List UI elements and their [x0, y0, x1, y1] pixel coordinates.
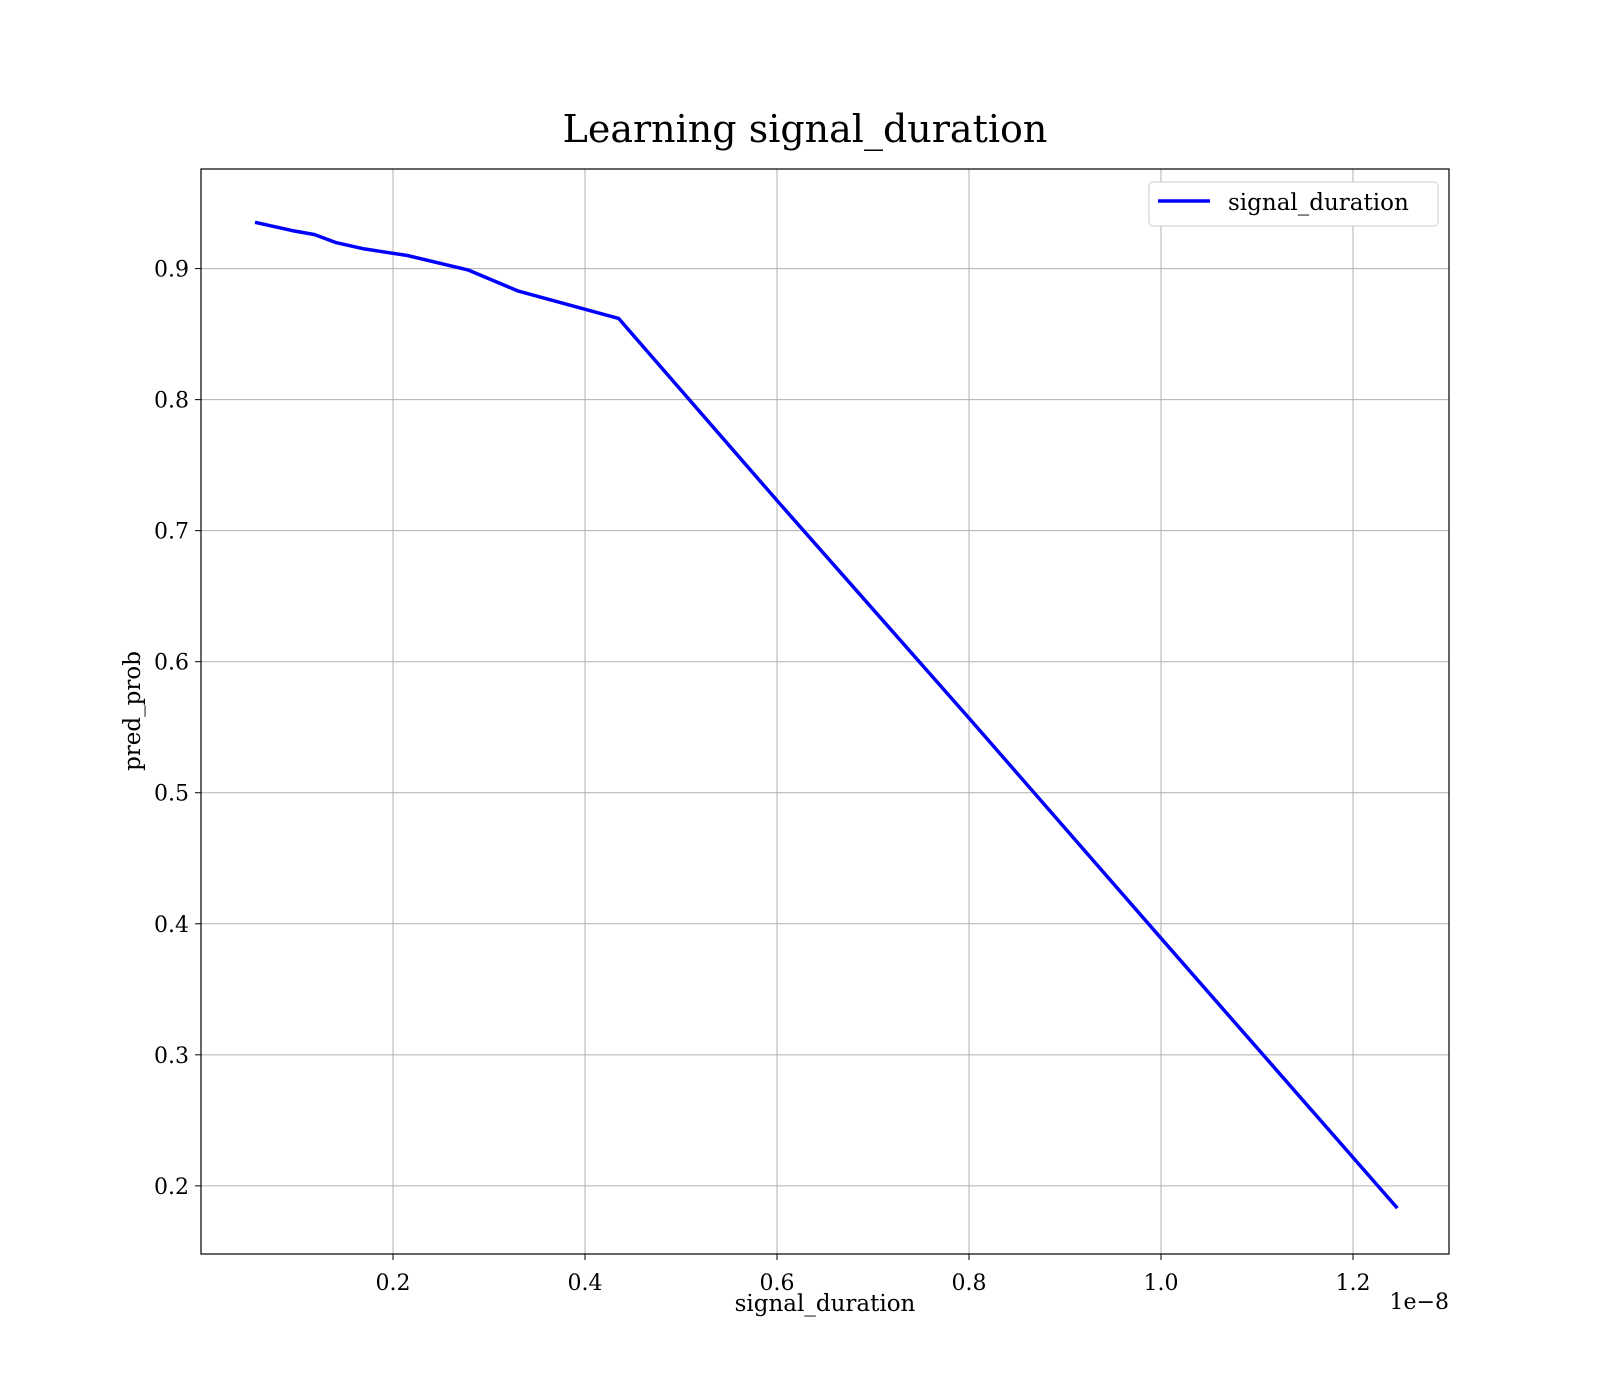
plot-area-frame [200, 168, 1450, 1255]
x-tick-label: 0.2 [376, 1271, 411, 1296]
x-tick-label: 0.8 [952, 1271, 987, 1296]
y-tick-label: 0.9 [154, 258, 189, 283]
x-axis-offset-text: 1e−8 [1390, 1290, 1449, 1315]
legend-label: signal_duration [1228, 190, 1409, 216]
grid-layer [201, 169, 1449, 1254]
tick-layer: 0.2 0.4 0.6 0.8 1.0 1.2 0.2 0.3 0.4 0.5 0.6 0.7 0.8 0… [154, 258, 1371, 1296]
x-tick-label: 0.4 [568, 1271, 603, 1296]
x-axis-title: signal_duration [735, 1291, 916, 1317]
legend-box [1148, 181, 1439, 227]
y-tick-label: 0.4 [154, 913, 189, 938]
y-tick-label: 0.7 [154, 520, 189, 545]
series-layer [254, 220, 1399, 1210]
y-tick-label: 0.5 [154, 782, 189, 807]
legend: signal_duration [1148, 181, 1439, 227]
series-line-signal_duration [254, 220, 1399, 1210]
y-axis-title: pred_prob [120, 651, 146, 771]
y-tick-label: 0.2 [154, 1175, 189, 1200]
x-tick-label: 0.6 [760, 1271, 795, 1296]
y-tick-label: 0.8 [154, 389, 189, 414]
x-tick-label: 1.0 [1144, 1271, 1179, 1296]
y-tick-label: 0.6 [154, 651, 189, 676]
x-tick-label: 1.2 [1336, 1271, 1371, 1296]
chart-title: Learning signal_duration [563, 107, 1048, 152]
y-tick-label: 0.3 [154, 1044, 189, 1069]
